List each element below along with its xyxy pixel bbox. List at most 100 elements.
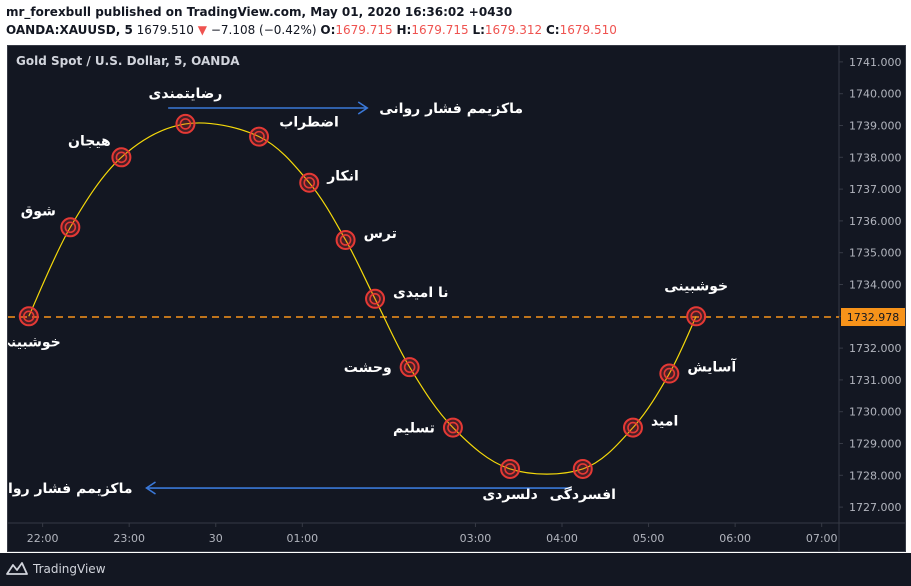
- point-marker-outer: [249, 126, 270, 147]
- arrow-label: ماکزیمم فشار روانی: [8, 481, 133, 497]
- point-marker-outer: [299, 172, 320, 193]
- point-marker-inner: [115, 151, 128, 164]
- open-label: O:: [320, 23, 336, 37]
- point-marker-inner: [576, 463, 589, 475]
- y-tick-label: 1727.000: [849, 501, 902, 514]
- point-marker-inner: [22, 310, 35, 323]
- y-tick-label: 1740.000: [849, 88, 902, 101]
- point-marker-outer: [18, 306, 39, 327]
- x-tick-label: 22:00: [27, 532, 59, 545]
- point-marker-outer: [659, 363, 680, 384]
- point-marker-inner: [303, 176, 316, 189]
- publisher-text: mr_forexbull published on TradingView.co…: [6, 5, 513, 19]
- arrow-head-icon: [357, 101, 369, 115]
- point-marker-outer: [686, 306, 707, 327]
- point-marker-outer: [572, 458, 593, 479]
- x-tick-label: 23:00: [113, 532, 145, 545]
- reference-line-group: 1732.978: [8, 307, 905, 326]
- point-marker-inner: [253, 130, 265, 143]
- axes-group: 1741.000 1740.000 1739.000 1738.000 1737.000…: [27, 56, 902, 545]
- point-label: اضطراب: [279, 115, 339, 131]
- point-marker-outer: [335, 229, 356, 250]
- point-marker-outer: [111, 147, 132, 168]
- point-marker-outer: [399, 357, 420, 378]
- y-tick-label: 1730.000: [849, 406, 902, 419]
- point-marker-inner: [403, 361, 416, 373]
- x-tick-label: 30: [209, 532, 223, 545]
- reference-price-label: 1732.978: [847, 311, 900, 324]
- price-chart[interactable]: Gold Spot / U.S. Dollar, 5, OANDA 1741.0…: [0, 46, 905, 551]
- point-marker-outer: [365, 288, 386, 309]
- x-tick-label: 03:00: [460, 532, 492, 545]
- point-marker-outer: [175, 113, 196, 134]
- y-tick-label: 1741.000: [849, 56, 902, 69]
- point-marker-inner: [663, 367, 676, 380]
- chart-frame[interactable]: Gold Spot / U.S. Dollar, 5, OANDA 1741.0…: [0, 45, 906, 552]
- arrow-label: ماکزیمم فشار روانی: [379, 101, 523, 117]
- change-arrow-icon: ▼: [197, 23, 207, 37]
- y-tick-label: 1739.000: [849, 120, 902, 133]
- y-tick-label: 1729.000: [849, 438, 902, 451]
- point-marker-inner: [369, 293, 381, 305]
- y-tick-label: 1736.000: [849, 215, 902, 228]
- point-marker-outer: [442, 417, 463, 438]
- open-value: 1679.715: [335, 23, 393, 37]
- symbol-name: OANDA:XAUUSD, 5: [6, 23, 133, 37]
- arrow-head-icon: [145, 481, 156, 495]
- price-change: −7.108 (−0.42%): [210, 23, 317, 37]
- point-label: ترس: [364, 226, 397, 242]
- point-label: دلسردی: [482, 487, 537, 503]
- footer-bar: TradingView: [0, 553, 911, 586]
- low-label: L:: [472, 23, 485, 37]
- point-label: خوشبینی: [8, 334, 61, 350]
- x-tick-label: 04:00: [546, 532, 578, 545]
- x-tick-label: 07:00: [806, 532, 838, 545]
- sentiment-curve: [28, 122, 697, 475]
- x-tick-label: 05:00: [633, 532, 665, 545]
- close-label: C:: [545, 23, 560, 37]
- point-label: آسایش: [687, 358, 737, 376]
- point-marker-outer: [60, 217, 81, 238]
- points-group: [18, 113, 707, 479]
- point-label: هیجان: [68, 133, 111, 149]
- point-marker-inner: [339, 234, 352, 246]
- point-label: خوشبینی: [664, 278, 728, 294]
- y-tick-label: 1734.000: [849, 279, 902, 292]
- point-marker-outer: [622, 417, 643, 438]
- point-marker-inner: [627, 421, 639, 434]
- y-tick-label: 1735.000: [849, 247, 902, 260]
- point-label: امید: [651, 414, 678, 430]
- y-tick-label: 1737.000: [849, 183, 902, 196]
- high-value: 1679.715: [411, 23, 469, 37]
- point-label: وحشت: [344, 360, 392, 376]
- x-tick-label: 01:00: [286, 532, 318, 545]
- publish-header: mr_forexbull published on TradingView.co…: [0, 0, 911, 44]
- point-label: تسلیم: [393, 421, 435, 437]
- tradingview-logo-icon[interactable]: [6, 560, 28, 576]
- point-marker-inner: [690, 310, 702, 323]
- point-label: رضایتمندی: [149, 86, 223, 102]
- arrows-group: ماکزیمم فشار روانی ماکزیمم فشار روانی: [0, 101, 571, 497]
- x-tick-label: 06:00: [719, 532, 751, 545]
- point-marker-inner: [447, 421, 459, 434]
- point-label: شوق: [21, 203, 56, 219]
- point-marker-inner: [64, 221, 77, 234]
- reference-price-badge: [841, 307, 905, 326]
- tradingview-brand[interactable]: TradingView: [33, 562, 106, 576]
- labels-group: خوشبینی شوق هیجان رضایتمندی اضطراب انکار ترس نا…: [0, 86, 737, 503]
- chart-title: Gold Spot / U.S. Dollar, 5, OANDA: [16, 54, 240, 68]
- point-marker-inner: [179, 118, 192, 130]
- publisher-line: mr_forexbull published on TradingView.co…: [6, 5, 512, 19]
- low-value: 1679.312: [484, 23, 543, 37]
- close-value: 1679.510: [559, 23, 617, 37]
- symbol-line: OANDA:XAUUSD, 5 1679.510 ▼ −7.108 (−0.42…: [6, 23, 617, 37]
- y-tick-label: 1732.000: [849, 342, 902, 355]
- high-label: H:: [396, 23, 412, 37]
- y-tick-label: 1738.000: [849, 151, 902, 164]
- y-tick-label: 1728.000: [849, 469, 902, 482]
- point-label: نا امیدی: [393, 285, 449, 301]
- y-tick-label: 1731.000: [849, 374, 902, 387]
- point-marker-outer: [500, 458, 521, 479]
- last-price: 1679.510: [136, 23, 194, 37]
- point-label: انکار: [326, 169, 359, 185]
